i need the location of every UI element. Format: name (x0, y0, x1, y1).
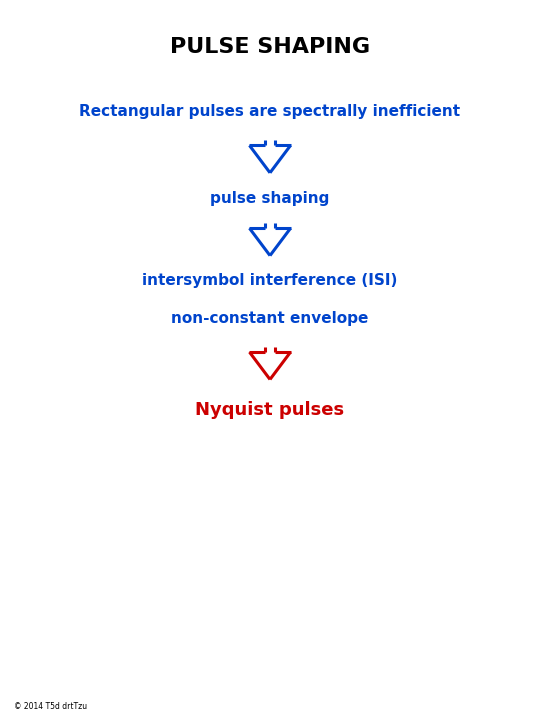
Text: pulse shaping: pulse shaping (210, 191, 330, 205)
Text: intersymbol interference (ISI): intersymbol interference (ISI) (143, 274, 397, 288)
Text: PULSE SHAPING: PULSE SHAPING (170, 37, 370, 57)
Text: © 2014 T5d drtTzu: © 2014 T5d drtTzu (14, 703, 86, 711)
Text: Nyquist pulses: Nyquist pulses (195, 401, 345, 419)
Text: Rectangular pulses are spectrally inefficient: Rectangular pulses are spectrally ineffi… (79, 104, 461, 119)
Text: non-constant envelope: non-constant envelope (171, 311, 369, 325)
